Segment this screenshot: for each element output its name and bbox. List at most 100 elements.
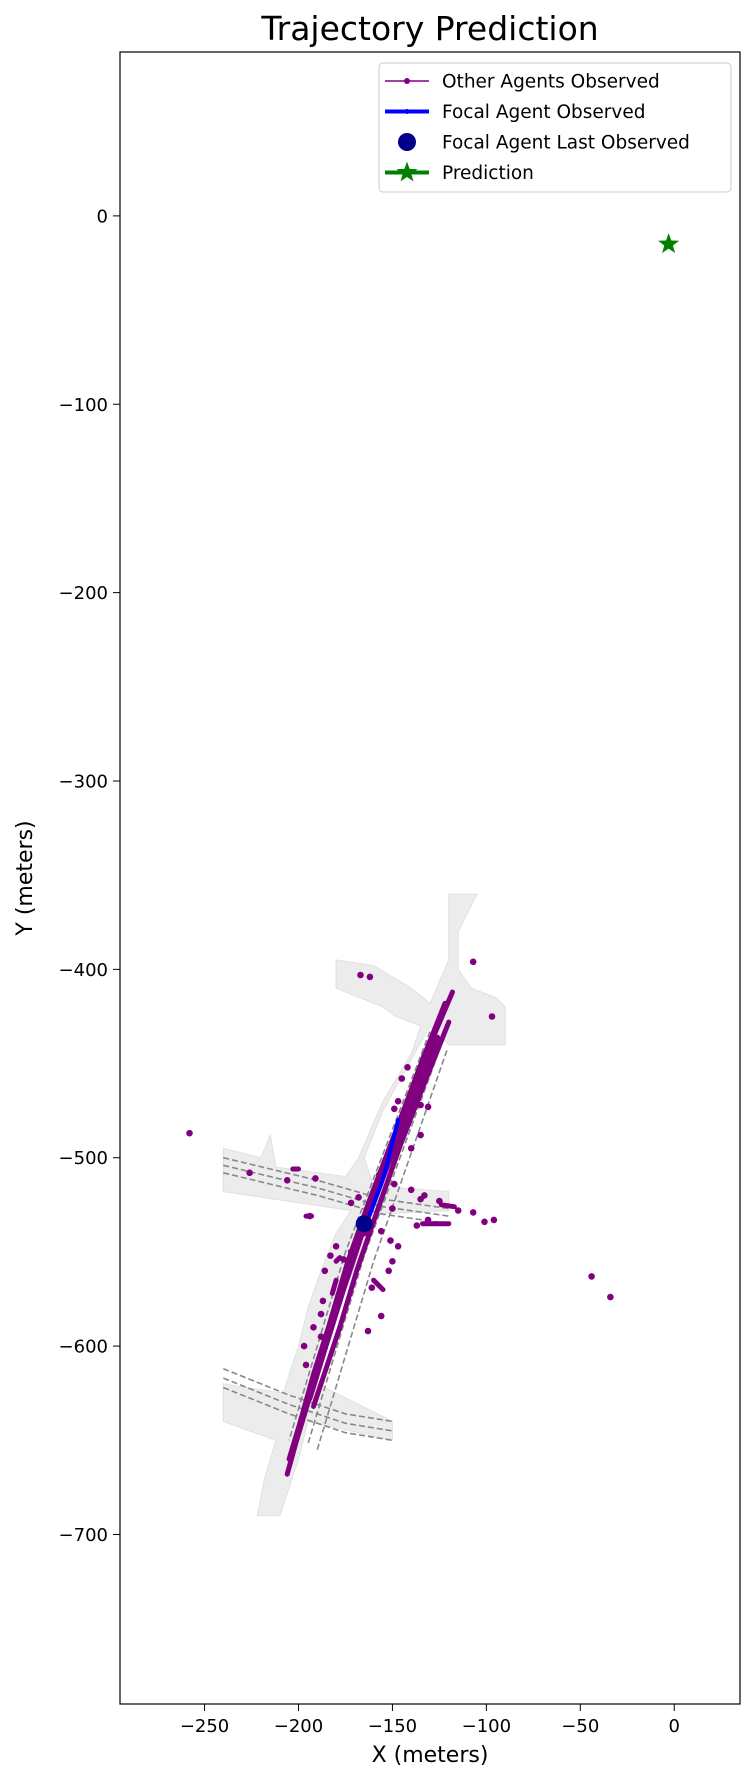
y-axis: 0 −100 −200 −300 −400 −500 −600 −700 bbox=[59, 206, 120, 1546]
other-agent-point bbox=[407, 1145, 415, 1152]
other-agent-point bbox=[310, 1324, 317, 1331]
other-agent-point bbox=[368, 1284, 376, 1291]
other-agent-point bbox=[421, 1192, 428, 1199]
other-agent-point bbox=[421, 1052, 428, 1060]
other-agent-point bbox=[317, 1310, 325, 1318]
other-agent-point bbox=[424, 1216, 432, 1224]
other-agent-point bbox=[417, 1131, 424, 1139]
x-tick-label: 0 bbox=[669, 1716, 680, 1737]
other-agent-track bbox=[371, 1277, 386, 1293]
other-agent-point bbox=[607, 1293, 614, 1301]
other-agent-point bbox=[347, 1199, 355, 1207]
focal-agent-track bbox=[367, 1118, 401, 1217]
other-agent-point bbox=[344, 1273, 351, 1280]
legend-other-agents-dot bbox=[404, 78, 410, 84]
other-agent-point bbox=[436, 1197, 443, 1205]
other-agent-point bbox=[391, 1105, 398, 1113]
other-agent-point bbox=[389, 1205, 396, 1212]
other-agent-point bbox=[246, 1169, 253, 1177]
lane-line bbox=[316, 1050, 448, 1450]
other-agent-point bbox=[376, 1171, 383, 1178]
x-tick-label: −250 bbox=[180, 1716, 229, 1737]
other-agent-point bbox=[377, 1227, 385, 1235]
other-agent-point bbox=[317, 1333, 325, 1340]
x-axis-label: X (meters) bbox=[372, 1743, 489, 1768]
other-agent-track bbox=[333, 1255, 343, 1264]
focal-agent-point bbox=[373, 1197, 378, 1202]
other-agent-point bbox=[469, 958, 477, 966]
other-agent-point bbox=[407, 1186, 415, 1194]
lane-line bbox=[223, 1156, 449, 1210]
y-tick-label: −600 bbox=[59, 1337, 108, 1358]
x-tick-label: −150 bbox=[368, 1716, 417, 1737]
other-agent-point bbox=[394, 1097, 402, 1105]
other-agent-point bbox=[389, 1258, 396, 1265]
other-agent-point bbox=[490, 1216, 498, 1224]
other-agent-point bbox=[481, 1218, 488, 1226]
other-agent-point bbox=[319, 1297, 327, 1305]
other-agent-point bbox=[332, 1243, 340, 1250]
focal-agent-point bbox=[379, 1182, 384, 1187]
other-agent-point bbox=[302, 1361, 310, 1369]
legend-label: Prediction bbox=[442, 163, 534, 184]
legend-prediction-star bbox=[396, 161, 418, 182]
y-tick-label: −500 bbox=[59, 1148, 108, 1169]
lane-line bbox=[307, 1044, 443, 1445]
other-agent-point bbox=[398, 1075, 406, 1082]
other-agent-point bbox=[413, 1222, 421, 1229]
legend-box bbox=[378, 62, 732, 193]
legend-focal-last-swatch bbox=[398, 133, 416, 151]
focal-agent-point bbox=[396, 1118, 401, 1123]
lane-line bbox=[223, 1367, 393, 1423]
legend-label: Focal Agent Observed bbox=[442, 102, 645, 123]
other-agent-point bbox=[340, 1256, 347, 1263]
other-agent-point bbox=[357, 971, 364, 979]
other-agent-point bbox=[186, 1129, 193, 1137]
other-agent-track bbox=[438, 1202, 457, 1210]
y-tick-label: −200 bbox=[59, 583, 108, 604]
other-agent-point bbox=[327, 1252, 334, 1259]
other-agent-point bbox=[424, 1103, 432, 1111]
chart-title: Trajectory Prediction bbox=[260, 9, 598, 48]
other-agent-point bbox=[404, 1064, 411, 1071]
other-agent-point bbox=[306, 1212, 314, 1220]
prediction-star bbox=[658, 233, 680, 253]
x-axis: −250 −200 −150 −100 −50 0 bbox=[180, 1704, 680, 1737]
other-agent-point bbox=[321, 1267, 329, 1275]
other-agent-point bbox=[391, 1180, 398, 1188]
other-agent-track bbox=[286, 1000, 448, 1462]
focal-agent-point bbox=[390, 1140, 395, 1145]
plot-area bbox=[186, 233, 680, 1517]
y-axis-label: Y (meters) bbox=[13, 820, 38, 936]
other-agent-point bbox=[377, 1312, 385, 1320]
focal-last-observed-marker bbox=[355, 1215, 373, 1233]
legend-label: Focal Agent Last Observed bbox=[442, 133, 690, 154]
y-tick-label: −300 bbox=[59, 771, 108, 792]
other-agent-point bbox=[364, 1327, 372, 1335]
other-agent-track bbox=[329, 1277, 339, 1296]
other-agent-point bbox=[312, 1175, 319, 1182]
other-agent-point bbox=[366, 973, 374, 981]
other-agent-point bbox=[469, 1209, 477, 1216]
x-tick-label: −100 bbox=[462, 1716, 511, 1737]
other-agent-point bbox=[355, 1194, 362, 1201]
y-tick-label: 0 bbox=[97, 206, 108, 227]
other-agent-point bbox=[588, 1273, 595, 1280]
other-agent-point bbox=[385, 1267, 393, 1275]
lane-line bbox=[288, 1031, 431, 1441]
x-tick-label: −200 bbox=[274, 1716, 323, 1737]
y-tick-label: −400 bbox=[59, 960, 108, 981]
other-agent-track bbox=[311, 1019, 452, 1409]
other-agent-point bbox=[300, 1342, 308, 1350]
legend-label: Other Agents Observed bbox=[442, 72, 660, 93]
lane-line bbox=[223, 1377, 393, 1432]
legend-focal-observed-dot bbox=[404, 109, 410, 114]
other-agent-point bbox=[394, 1243, 402, 1250]
focal-agent-point bbox=[384, 1163, 389, 1168]
other-agent-point bbox=[347, 1248, 355, 1256]
other-agent-point bbox=[488, 1013, 496, 1020]
other-agent-point bbox=[417, 1101, 424, 1109]
plot-frame bbox=[119, 51, 741, 1705]
other-agent-point bbox=[387, 1237, 394, 1244]
